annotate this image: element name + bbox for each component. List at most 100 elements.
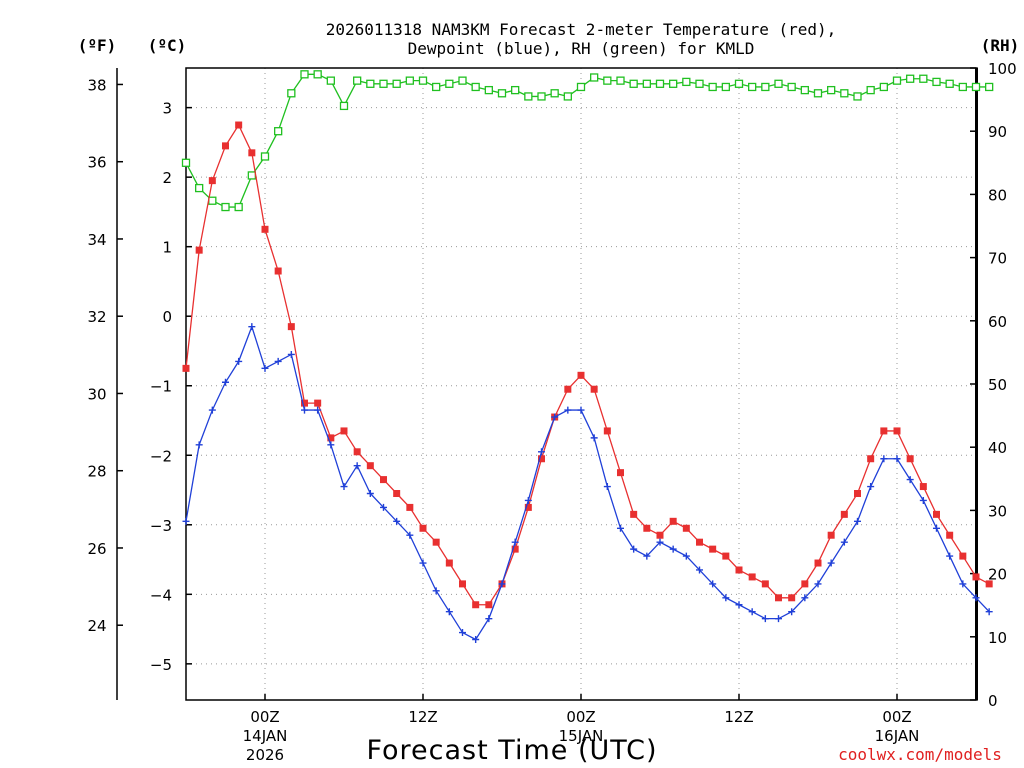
dewpoint-point (972, 594, 980, 602)
dewpoint-point (261, 364, 269, 372)
temperature-point (485, 601, 493, 609)
rh-point (669, 79, 678, 88)
time-tick-date: 14JAN (243, 727, 288, 745)
rh-tick-label: 0 (988, 692, 998, 710)
dewpoint-point (287, 350, 295, 358)
dewpoint-point (222, 378, 229, 386)
temperature-point (248, 149, 256, 157)
temperature-point (669, 517, 677, 525)
rh-point (471, 82, 480, 92)
dewpoint-point (603, 483, 611, 491)
rh-point (432, 82, 441, 92)
rh-tick-label: 10 (988, 629, 1007, 647)
temperature-point (327, 434, 335, 442)
dewpoint-point (577, 406, 585, 414)
temperature-point (301, 399, 308, 407)
temperature-point (775, 594, 782, 602)
dewpoint-point (380, 503, 387, 511)
rh-tick-label: 80 (988, 186, 1007, 204)
rh-point (195, 183, 204, 193)
dewpoint-point (880, 455, 888, 463)
rh-point (603, 76, 612, 85)
dewpoint-point (524, 496, 532, 504)
dewpoint-point (472, 636, 480, 644)
rh-point (511, 85, 520, 95)
celsius-tick-label: −4 (150, 586, 172, 604)
time-tick-year: 2026 (246, 746, 284, 764)
celsius-tick-labels: −5 −4 −3 −2 −1 0 1 2 3 (150, 100, 192, 674)
rh-point (181, 158, 191, 167)
temperature-point (972, 573, 980, 581)
rh-point (353, 76, 362, 85)
celsius-tick-label: −2 (150, 447, 172, 465)
dewpoint-point (419, 559, 427, 567)
rh-point (695, 79, 704, 88)
rh-point (971, 82, 981, 92)
fahrenheit-tick-labels: 24 26 28 30 32 34 36 38 (87, 76, 123, 635)
rh-tick-label: 90 (988, 123, 1007, 141)
temperature-point (577, 371, 585, 379)
rh-series (181, 70, 994, 212)
temperature-point (222, 142, 229, 150)
rh-point (708, 82, 717, 92)
temperature-point (893, 427, 901, 435)
rh-point (576, 82, 586, 92)
fahrenheit-tick-label: 28 (87, 463, 106, 481)
series-line (185, 123, 990, 606)
rh-point (445, 79, 454, 88)
rh-point (774, 79, 783, 88)
temperature-series (182, 121, 993, 609)
dewpoint-point (985, 608, 993, 616)
rh-point (392, 79, 401, 88)
rh-point (497, 89, 507, 98)
rh-point (879, 82, 888, 92)
rh-point (300, 70, 309, 79)
dewpoint-point (906, 476, 914, 484)
temperature-point (445, 559, 453, 567)
rh-point (458, 76, 467, 85)
temperature-point (340, 427, 348, 435)
grid-lines (186, 68, 976, 700)
temperature-point (511, 545, 519, 553)
temperature-point (538, 455, 545, 463)
rh-point (734, 79, 744, 88)
rh-point (892, 76, 902, 85)
dewpoint-point (656, 538, 664, 546)
dewpoint-point (459, 629, 466, 637)
temperature-point (393, 490, 401, 498)
fahrenheit-axis-label: (ºF) (78, 36, 117, 55)
rh-point (853, 92, 862, 101)
temperature-point (208, 177, 216, 185)
rh-point (629, 79, 638, 88)
fahrenheit-tick-label: 38 (87, 76, 106, 94)
dewpoint-point (840, 538, 848, 546)
rh-point (590, 73, 599, 82)
rh-point (208, 196, 217, 205)
dewpoint-point (235, 357, 243, 365)
temperature-point (287, 323, 295, 331)
temperature-point (801, 580, 809, 588)
dewpoint-point (748, 608, 756, 616)
temperature-point (880, 427, 888, 435)
rh-point (840, 89, 849, 98)
temperature-point (603, 427, 611, 435)
rh-tick-label: 60 (988, 313, 1007, 331)
dewpoint-point (195, 441, 203, 449)
time-tick-label: 12Z (724, 708, 753, 726)
rh-point (339, 101, 349, 111)
dewpoint-point (353, 462, 361, 470)
dewpoint-point (933, 524, 940, 532)
dewpoint-point (959, 580, 967, 588)
rh-axis-label: (RH) (981, 36, 1020, 55)
rh-point (800, 85, 809, 95)
dewpoint-point (735, 601, 743, 609)
time-tick-date: 16JAN (875, 727, 920, 745)
temperature-point (353, 448, 361, 456)
dewpoint-point (761, 615, 769, 623)
rh-point (787, 82, 796, 92)
chart-title-line-2: Dewpoint (blue), RH (green) for KMLD (408, 39, 755, 58)
dewpoint-point (788, 608, 796, 616)
dewpoint-point (709, 580, 717, 588)
temperature-point (406, 503, 414, 511)
